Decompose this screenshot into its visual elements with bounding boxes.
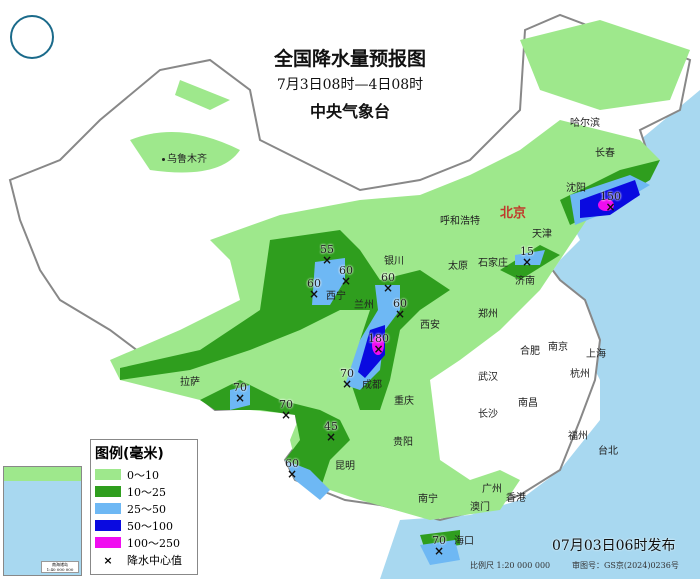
rain-center-marker: 70 ×: [340, 367, 354, 391]
city-label: 台北: [598, 446, 618, 457]
city-label: 济南: [515, 276, 535, 287]
rain-100-250: [372, 335, 384, 355]
city-label: 杭州: [570, 369, 590, 380]
city-label: 贵阳: [393, 437, 413, 448]
south-china-sea-inset: 南海诸岛 1:40 000 000: [3, 466, 82, 576]
city-label: 西宁: [326, 291, 346, 302]
inset-land: [4, 467, 81, 481]
rain-0-10: [175, 80, 230, 110]
rain-center-marker: 70 ×: [432, 534, 446, 558]
city-label: 成都: [362, 380, 382, 391]
rain-center-marker: 150 ×: [600, 190, 621, 214]
city-label: 石家庄: [478, 258, 508, 269]
legend-item: 100～250: [91, 534, 197, 551]
publish-time: 07月03日06时发布: [552, 538, 676, 554]
city-label: 乌鲁木齐: [162, 154, 207, 166]
city-label: 太原: [448, 261, 468, 272]
map-scale: 比例尺 1:20 000 000: [470, 561, 551, 570]
city-label: 武汉: [478, 372, 498, 383]
city-label: 长春: [595, 148, 615, 159]
rain-center-marker: 15 ×: [520, 245, 534, 269]
rain-50-100: [580, 180, 640, 218]
city-label: 澳门: [470, 502, 490, 513]
inset-caption: 南海诸岛 1:40 000 000: [41, 561, 79, 573]
city-label: 香港: [506, 493, 526, 504]
city-label: 兰州: [354, 300, 374, 311]
rain-center-marker: 45 ×: [324, 420, 338, 444]
city-label: 哈尔滨: [570, 118, 600, 129]
rain-25-50: [420, 540, 460, 565]
rain-center-marker: 55 ×: [320, 243, 334, 267]
rain-center-marker: 60 ×: [393, 297, 407, 321]
rain-center-marker: 70 ×: [233, 381, 247, 405]
legend-title: 图例(毫米): [95, 446, 164, 462]
city-label: 海口: [454, 536, 474, 547]
rain-25-50: [312, 258, 345, 305]
city-label: 广州: [482, 484, 502, 495]
city-label: 西安: [420, 320, 440, 331]
city-label: 拉萨: [180, 377, 200, 388]
legend-item: × 降水中心值: [103, 553, 182, 568]
agency: 中央气象台: [309, 102, 390, 121]
rain-25-50: [515, 250, 545, 265]
rain-25-50: [230, 385, 250, 410]
legend: 图例(毫米) 0～10 10～25 25～50 50～100 100～250 ×…: [90, 439, 198, 575]
rain-center-marker: 60 ×: [307, 277, 321, 301]
city-label: 上海: [586, 349, 606, 360]
city-label-capital: 北京: [500, 206, 527, 221]
legend-item: 50～100: [91, 517, 197, 534]
rain-center-marker: 60 ×: [285, 457, 299, 481]
map-title: 全国降水量预报图: [273, 48, 426, 70]
cma-logo: [10, 15, 54, 59]
legend-item: 25～50: [91, 500, 197, 517]
city-label: 昆明: [335, 461, 355, 472]
forecast-period: 7月3日08时—4日08时: [276, 77, 424, 93]
rain-center-marker: 60 ×: [381, 271, 395, 295]
legend-item: 10～25: [91, 483, 197, 500]
rain-100-250: [598, 199, 614, 211]
city-label: 合肥: [520, 346, 540, 357]
rain-center-marker: 70 ×: [279, 398, 293, 422]
city-label: 南昌: [518, 398, 538, 409]
rain-center-marker: 180 ×: [368, 332, 389, 356]
city-label: 呼和浩特: [440, 216, 480, 227]
city-label: 南京: [548, 342, 568, 353]
rain-0-10: [520, 20, 690, 110]
city-label: 长沙: [478, 409, 498, 420]
rain-center-marker: 60 ×: [339, 264, 353, 288]
rain-25-50: [285, 460, 330, 500]
sea: [380, 90, 700, 579]
city-label: 郑州: [478, 309, 498, 320]
city-label: 南宁: [418, 494, 438, 505]
city-label: 重庆: [394, 396, 414, 407]
city-label: 沈阳: [566, 183, 586, 194]
city-label: 银川: [384, 256, 404, 267]
review-number: 审图号：GS京(2024)0236号: [572, 561, 679, 570]
city-label: 福州: [568, 431, 588, 442]
city-label: 天津: [532, 229, 552, 240]
legend-item: 0～10: [91, 466, 197, 483]
rain-0-10: [130, 132, 240, 173]
